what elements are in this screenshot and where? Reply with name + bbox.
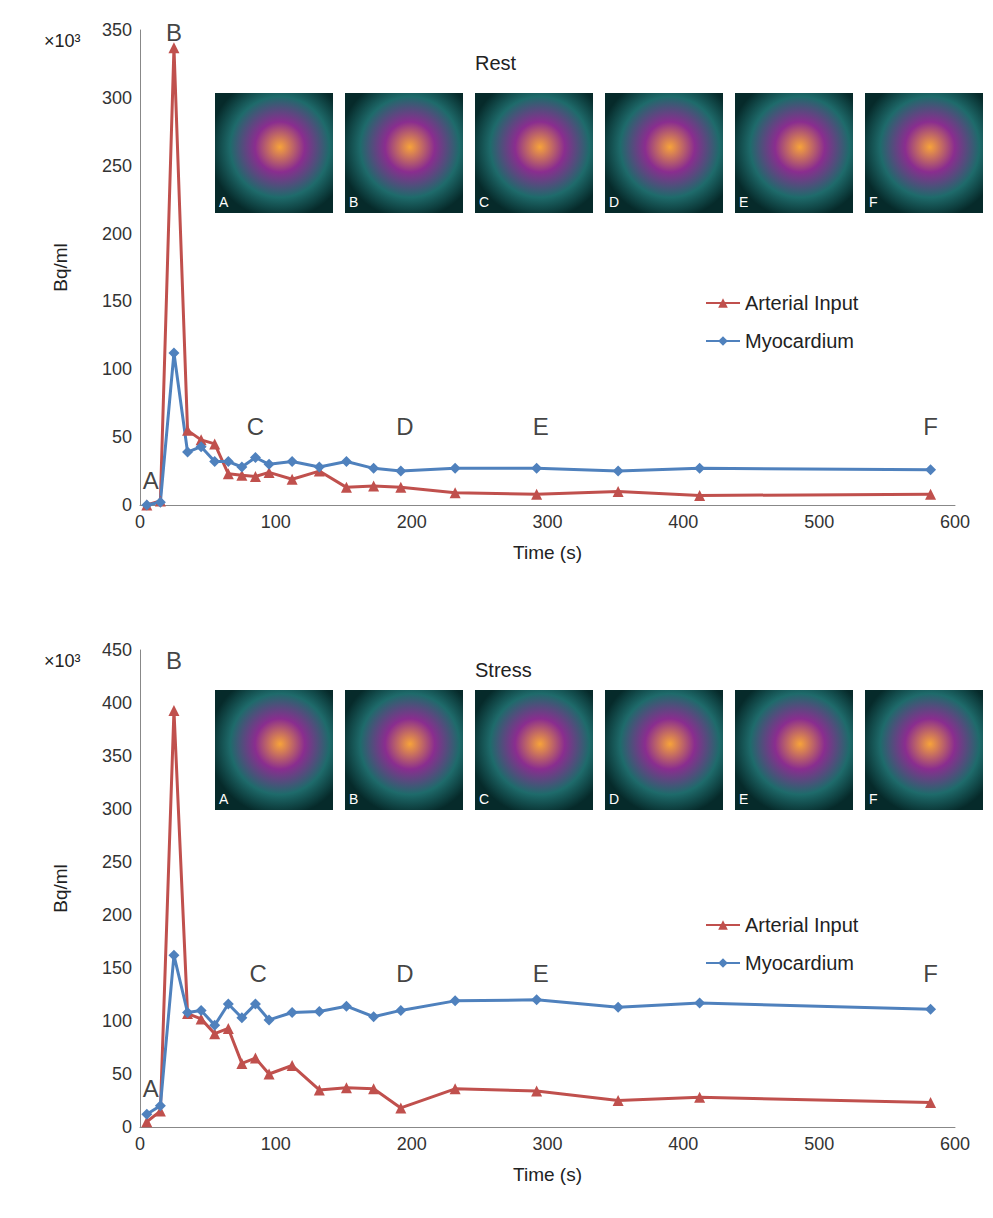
svg-text:200: 200	[102, 905, 132, 925]
svg-text:E: E	[739, 194, 748, 210]
svg-text:300: 300	[102, 88, 132, 108]
svg-text:50: 50	[112, 1064, 132, 1084]
svg-text:A: A	[219, 791, 229, 807]
svg-text:Time (s): Time (s)	[513, 1164, 582, 1185]
svg-text:E: E	[533, 413, 549, 440]
svg-text:400: 400	[668, 512, 698, 532]
svg-text:600: 600	[940, 512, 970, 532]
svg-text:F: F	[869, 791, 878, 807]
svg-text:Bq/ml: Bq/ml	[50, 864, 71, 913]
svg-text:F: F	[923, 413, 938, 440]
svg-text:B: B	[349, 194, 358, 210]
svg-text:200: 200	[397, 1134, 427, 1154]
svg-text:E: E	[739, 791, 748, 807]
svg-text:500: 500	[804, 512, 834, 532]
svg-text:A: A	[143, 467, 159, 494]
svg-text:300: 300	[532, 512, 562, 532]
svg-text:A: A	[219, 194, 229, 210]
svg-text:×10³: ×10³	[44, 31, 81, 51]
svg-text:×10³: ×10³	[44, 651, 81, 671]
svg-text:300: 300	[102, 799, 132, 819]
svg-text:400: 400	[102, 693, 132, 713]
svg-text:300: 300	[532, 1134, 562, 1154]
svg-text:A: A	[143, 1075, 159, 1102]
svg-text:D: D	[396, 413, 413, 440]
svg-text:600: 600	[940, 1134, 970, 1154]
svg-text:150: 150	[102, 291, 132, 311]
svg-text:B: B	[166, 19, 182, 47]
svg-text:B: B	[166, 647, 182, 674]
svg-text:500: 500	[804, 1134, 834, 1154]
svg-text:F: F	[869, 194, 878, 210]
svg-text:150: 150	[102, 958, 132, 978]
svg-text:Arterial Input: Arterial Input	[745, 292, 859, 314]
svg-text:Time (s): Time (s)	[513, 542, 582, 563]
svg-text:Myocardium: Myocardium	[745, 952, 854, 974]
svg-text:250: 250	[102, 852, 132, 872]
svg-text:50: 50	[112, 427, 132, 447]
svg-text:350: 350	[102, 20, 132, 40]
svg-text:100: 100	[261, 512, 291, 532]
svg-text:450: 450	[102, 640, 132, 660]
svg-text:250: 250	[102, 156, 132, 176]
svg-text:Myocardium: Myocardium	[745, 330, 854, 352]
svg-text:B: B	[349, 791, 358, 807]
svg-text:Arterial Input: Arterial Input	[745, 914, 859, 936]
svg-text:0: 0	[122, 495, 132, 515]
svg-text:200: 200	[102, 224, 132, 244]
svg-text:C: C	[247, 413, 264, 440]
svg-text:0: 0	[122, 1117, 132, 1137]
svg-text:350: 350	[102, 746, 132, 766]
svg-text:C: C	[479, 194, 489, 210]
svg-text:E: E	[533, 960, 549, 987]
svg-text:D: D	[609, 791, 619, 807]
svg-text:D: D	[396, 960, 413, 987]
svg-text:100: 100	[102, 1011, 132, 1031]
svg-text:100: 100	[102, 359, 132, 379]
svg-text:400: 400	[668, 1134, 698, 1154]
svg-text:F: F	[923, 960, 938, 987]
svg-text:0: 0	[135, 1134, 145, 1154]
svg-text:Stress: Stress	[475, 659, 532, 681]
svg-text:100: 100	[261, 1134, 291, 1154]
svg-text:0: 0	[135, 512, 145, 532]
svg-text:D: D	[609, 194, 619, 210]
svg-text:C: C	[250, 960, 267, 987]
svg-text:Bq/ml: Bq/ml	[50, 243, 71, 292]
svg-text:C: C	[479, 791, 489, 807]
svg-text:Rest: Rest	[475, 52, 517, 74]
svg-text:200: 200	[397, 512, 427, 532]
